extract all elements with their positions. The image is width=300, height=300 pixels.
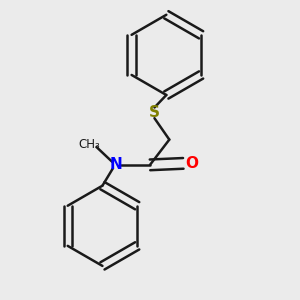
- Text: CH₃: CH₃: [78, 138, 100, 151]
- Text: S: S: [149, 105, 160, 120]
- Text: O: O: [186, 156, 199, 171]
- Text: N: N: [110, 158, 122, 172]
